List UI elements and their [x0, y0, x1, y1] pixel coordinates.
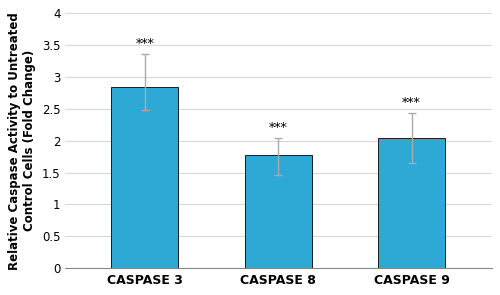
Text: ***: *** [136, 38, 154, 51]
Text: ***: *** [402, 97, 421, 110]
Y-axis label: Relative Caspase Activity to Untreated
Control Cells (Fold Change): Relative Caspase Activity to Untreated C… [8, 12, 36, 270]
Bar [112, 87, 178, 268]
Bar [378, 137, 445, 268]
Text: ***: *** [269, 122, 287, 135]
Bar [245, 155, 312, 268]
